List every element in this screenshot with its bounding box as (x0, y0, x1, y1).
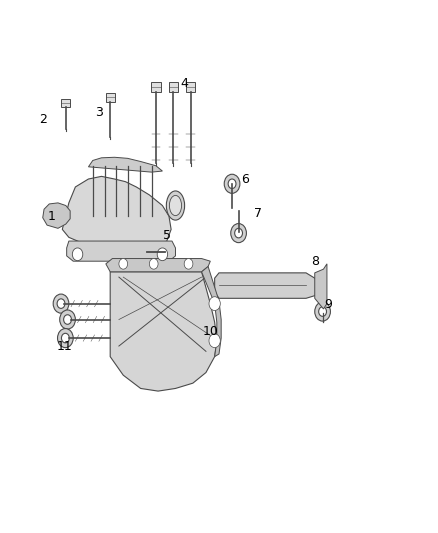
Circle shape (135, 242, 151, 261)
Text: 4: 4 (180, 77, 188, 90)
Circle shape (60, 310, 75, 329)
Circle shape (235, 228, 243, 238)
Polygon shape (106, 259, 210, 272)
Text: 8: 8 (311, 255, 319, 268)
Circle shape (57, 328, 73, 348)
Circle shape (64, 315, 71, 324)
Text: 1: 1 (47, 209, 55, 223)
Text: 2: 2 (39, 112, 47, 126)
Circle shape (231, 223, 247, 243)
Text: 6: 6 (241, 173, 249, 185)
Polygon shape (67, 241, 176, 261)
Ellipse shape (166, 191, 185, 220)
Circle shape (57, 299, 65, 309)
Circle shape (319, 307, 326, 317)
Circle shape (119, 259, 127, 269)
Polygon shape (88, 157, 162, 172)
Circle shape (139, 247, 147, 256)
FancyBboxPatch shape (61, 99, 70, 108)
Circle shape (224, 174, 240, 193)
FancyBboxPatch shape (106, 93, 116, 102)
FancyBboxPatch shape (186, 82, 195, 92)
Circle shape (184, 259, 193, 269)
Polygon shape (315, 264, 327, 309)
Polygon shape (201, 266, 221, 357)
Text: 10: 10 (202, 325, 218, 338)
Circle shape (209, 334, 220, 348)
Circle shape (72, 248, 83, 261)
Circle shape (157, 248, 168, 261)
Circle shape (61, 333, 69, 343)
Text: 9: 9 (324, 298, 332, 311)
Circle shape (53, 294, 69, 313)
Text: 5: 5 (163, 229, 171, 242)
FancyBboxPatch shape (169, 82, 178, 92)
Polygon shape (110, 272, 217, 391)
Circle shape (209, 297, 220, 311)
Text: 7: 7 (254, 207, 262, 220)
Polygon shape (43, 203, 70, 228)
Text: 3: 3 (95, 106, 103, 119)
Text: 11: 11 (57, 340, 72, 352)
Circle shape (149, 259, 158, 269)
Ellipse shape (170, 196, 182, 216)
Circle shape (228, 179, 236, 189)
Polygon shape (215, 273, 319, 298)
Polygon shape (62, 176, 171, 254)
Circle shape (315, 302, 330, 321)
FancyBboxPatch shape (151, 82, 161, 92)
